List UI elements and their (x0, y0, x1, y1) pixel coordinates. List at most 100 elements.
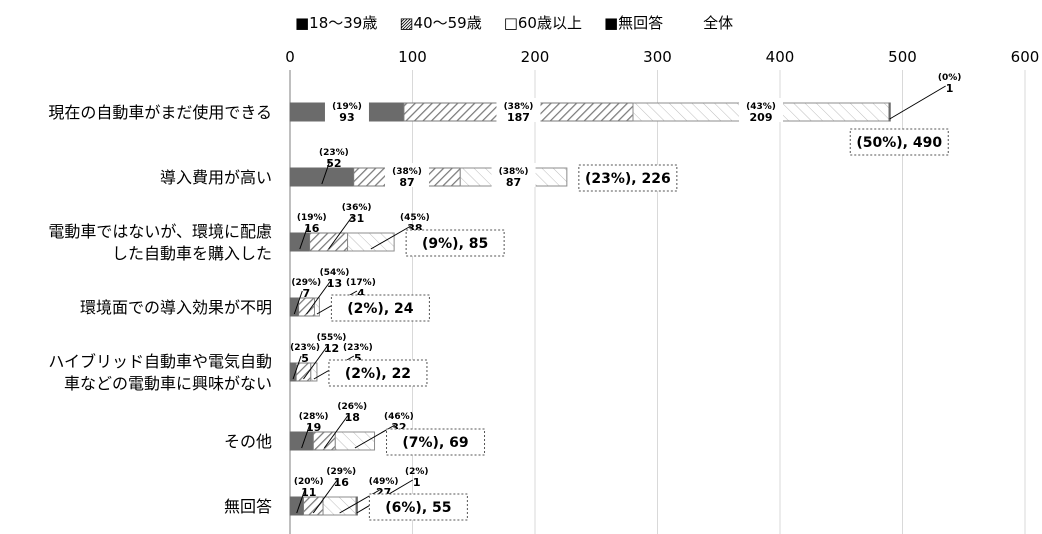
legend-item-60plus: □60歳以上 (503, 14, 582, 32)
data-label-percent: (17%) (346, 278, 376, 288)
legend-item-no-answer: ■無回答 (603, 14, 664, 32)
data-label-value: 4 (357, 287, 365, 300)
total-label-box (578, 164, 678, 192)
leader-line (293, 290, 303, 315)
data-label-percent: (28%) (299, 412, 329, 422)
leader-line (323, 414, 349, 449)
data-label-value: 187 (507, 111, 530, 124)
x-tick-label: 300 (643, 48, 672, 66)
bar-segment (314, 297, 320, 317)
leader-line (339, 489, 380, 514)
data-label-bg (739, 98, 784, 122)
total-label: (9%), 85 (422, 236, 488, 252)
leader-line (321, 160, 331, 185)
data-label-percent: (49%) (369, 477, 399, 487)
category-label: 無回答 (224, 497, 272, 516)
data-label-percent: (23%) (319, 148, 349, 158)
leader-line (889, 85, 946, 120)
total-label: (2%), 22 (345, 366, 411, 382)
category-label: 環境面での導入効果が不明 (80, 298, 272, 317)
leader-line (299, 225, 309, 250)
data-label-value: 31 (349, 212, 364, 225)
x-tick-label: 0 (285, 48, 295, 66)
total-label: (6%), 55 (385, 500, 451, 516)
bar-segment (310, 362, 318, 382)
data-label-percent: (23%) (343, 343, 373, 353)
category-label: ハイブリッド自動車や電気自動 (48, 352, 272, 371)
total-label-box (405, 229, 505, 257)
x-tick-label: 500 (888, 48, 917, 66)
leader-line (306, 280, 331, 315)
category-label: 現在の自動車がまだ使用できる (48, 103, 272, 122)
legend-item-total: 全体 (703, 14, 734, 32)
leader-line (328, 215, 353, 250)
data-label-percent: (54%) (320, 268, 350, 278)
data-label-percent: (29%) (326, 467, 356, 477)
data-label-value: 93 (339, 111, 354, 124)
x-tick-label: 400 (766, 48, 795, 66)
data-label-value: 87 (399, 176, 414, 189)
bar-segment (355, 496, 358, 516)
data-label-percent: (38%) (392, 167, 422, 177)
data-label-percent: (45%) (400, 213, 430, 223)
leader-line (303, 345, 328, 380)
data-label-percent: (19%) (297, 213, 327, 223)
data-label-value: 209 (750, 111, 773, 124)
data-label-percent: (29%) (291, 278, 321, 288)
x-tick-label: 600 (1011, 48, 1040, 66)
category-label: 導入費用が高い (160, 168, 272, 187)
data-label-value: 19 (306, 421, 321, 434)
data-label-percent: (19%) (332, 102, 362, 112)
data-label-bg (491, 163, 536, 187)
data-label-percent: (26%) (337, 402, 367, 412)
data-label-percent: (55%) (317, 333, 347, 343)
data-label-value: 13 (327, 277, 342, 290)
leader-line (312, 479, 338, 514)
category-label: 車などの電動車に興味がない (64, 374, 272, 393)
data-label-value: 18 (345, 411, 360, 424)
data-label-value: 16 (334, 476, 350, 489)
data-label-value: 87 (506, 176, 521, 189)
data-label-value: 52 (326, 157, 341, 170)
data-label-percent: (43%) (746, 102, 776, 112)
x-tick-label: 100 (398, 48, 427, 66)
bar-segment (347, 232, 395, 252)
total-label-box (330, 294, 430, 322)
data-label-value: 5 (301, 352, 309, 365)
total-label-box (386, 428, 486, 456)
leader-line (301, 424, 311, 449)
leader-line (370, 225, 412, 250)
data-label-value: 5 (354, 352, 362, 365)
category-label: 電動車ではないが、環境に配慮 (48, 222, 272, 241)
total-label: (7%), 69 (402, 435, 468, 451)
leader-line (296, 489, 306, 514)
data-label-percent: (23%) (290, 343, 320, 353)
data-label-value: 16 (304, 222, 320, 235)
bar-segment (888, 102, 891, 122)
category-label: した自動車を購入した (112, 244, 272, 263)
data-label-percent: (20%) (294, 477, 324, 487)
data-label-value: 7 (302, 287, 310, 300)
data-label-value: 11 (301, 486, 316, 499)
legend-item-18-39: ■18～39歳 (295, 14, 378, 32)
total-label: (50%), 490 (856, 135, 942, 151)
data-label-value: 12 (324, 342, 339, 355)
data-label-bg (324, 98, 369, 122)
leader-line (292, 355, 302, 380)
data-label-percent: (0%) (938, 73, 962, 83)
data-label-value: 1 (946, 82, 954, 95)
data-label-percent: (46%) (384, 412, 414, 422)
x-tick-label: 200 (521, 48, 550, 66)
total-label: (23%), 226 (585, 171, 671, 187)
total-label: (2%), 24 (347, 301, 413, 317)
legend-item-40-59: ▨40～59歳 (399, 14, 482, 32)
data-label-percent: (38%) (504, 102, 534, 112)
bar-segment (334, 431, 376, 451)
category-label: その他 (224, 432, 272, 451)
data-label-percent: (2%) (405, 467, 429, 477)
total-label-box (368, 493, 468, 521)
data-label-percent: (36%) (342, 203, 372, 213)
chart-legend: ■18～39歳 ▨40～59歳 □60歳以上 ■無回答 全体 (295, 12, 733, 33)
total-label-box (328, 359, 428, 387)
total-label-box (849, 128, 949, 156)
